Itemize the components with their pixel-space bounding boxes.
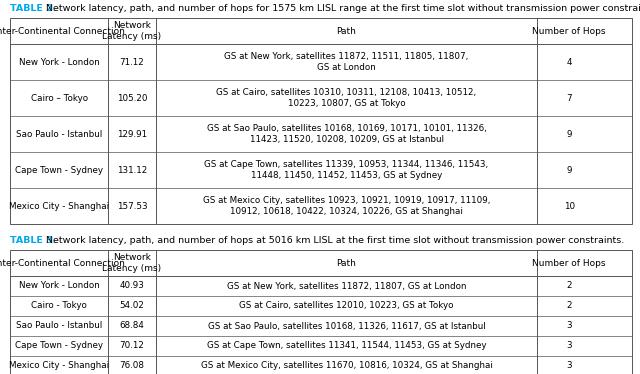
Text: 105.20: 105.20: [116, 94, 147, 102]
Text: 76.08: 76.08: [120, 362, 145, 371]
Text: Mexico City - Shanghai: Mexico City - Shanghai: [9, 362, 109, 371]
Text: Cape Town - Sydney: Cape Town - Sydney: [15, 166, 103, 175]
Text: 70.12: 70.12: [120, 341, 145, 350]
Text: Mexico City - Shanghai: Mexico City - Shanghai: [9, 202, 109, 211]
Text: GS at New York, satellites 11872, 11511, 11805, 11807,
GS at London: GS at New York, satellites 11872, 11511,…: [225, 52, 468, 72]
Text: GS at Cape Town, satellites 11339, 10953, 11344, 11346, 11543,
11448, 11450, 114: GS at Cape Town, satellites 11339, 10953…: [204, 160, 488, 180]
Text: Network
Latency (ms): Network Latency (ms): [102, 253, 161, 273]
Text: Network
Latency (ms): Network Latency (ms): [102, 21, 161, 41]
Text: Sao Paulo - Istanbul: Sao Paulo - Istanbul: [16, 129, 102, 138]
Text: Number of Hops: Number of Hops: [532, 27, 606, 36]
Text: 7: 7: [566, 94, 572, 102]
Text: 2: 2: [566, 301, 572, 310]
Bar: [10, 250, 632, 374]
Text: 71.12: 71.12: [120, 58, 144, 67]
Text: 9: 9: [566, 166, 572, 175]
Text: 131.12: 131.12: [116, 166, 147, 175]
Text: Path: Path: [337, 27, 356, 36]
Text: 3: 3: [566, 341, 572, 350]
Text: New York - London: New York - London: [19, 282, 99, 291]
Text: 3: 3: [566, 362, 572, 371]
Text: Cape Town - Sydney: Cape Town - Sydney: [15, 341, 103, 350]
Text: Network latency, path, and number of hops at 5016 km LISL at the first time slot: Network latency, path, and number of hop…: [40, 236, 624, 245]
Text: Number of Hops: Number of Hops: [532, 258, 606, 267]
Text: GS at Cape Town, satellites 11341, 11544, 11453, GS at Sydney: GS at Cape Town, satellites 11341, 11544…: [207, 341, 486, 350]
Text: GS at Mexico City, satellites 10923, 10921, 10919, 10917, 11109,
10912, 10618, 1: GS at Mexico City, satellites 10923, 109…: [203, 196, 490, 216]
Text: Sao Paulo - Istanbul: Sao Paulo - Istanbul: [16, 322, 102, 331]
Text: 68.84: 68.84: [120, 322, 145, 331]
Text: 10: 10: [564, 202, 575, 211]
Text: 4: 4: [566, 58, 572, 67]
Text: 3: 3: [566, 322, 572, 331]
Text: GS at Sao Paulo, satellites 10168, 11326, 11617, GS at Istanbul: GS at Sao Paulo, satellites 10168, 11326…: [207, 322, 485, 331]
Text: Path: Path: [337, 258, 356, 267]
Bar: [10, 18, 632, 224]
Text: GS at Cairo, satellites 10310, 10311, 12108, 10413, 10512,
10223, 10807, GS at T: GS at Cairo, satellites 10310, 10311, 12…: [216, 88, 477, 108]
Text: GS at Cairo, satellites 12010, 10223, GS at Tokyo: GS at Cairo, satellites 12010, 10223, GS…: [239, 301, 454, 310]
Text: Inter-Continental Connection: Inter-Continental Connection: [0, 27, 125, 36]
Text: GS at Mexico City, satellites 11670, 10816, 10324, GS at Shanghai: GS at Mexico City, satellites 11670, 108…: [200, 362, 492, 371]
Text: GS at Sao Paulo, satellites 10168, 10169, 10171, 10101, 11326,
11423, 11520, 102: GS at Sao Paulo, satellites 10168, 10169…: [207, 124, 486, 144]
Text: TABLE 3.: TABLE 3.: [10, 236, 56, 245]
Text: 54.02: 54.02: [120, 301, 145, 310]
Text: 129.91: 129.91: [117, 129, 147, 138]
Text: TABLE 2.: TABLE 2.: [10, 4, 56, 13]
Text: Cairo – Tokyo: Cairo – Tokyo: [31, 94, 88, 102]
Text: 40.93: 40.93: [120, 282, 145, 291]
Text: 2: 2: [566, 282, 572, 291]
Text: 9: 9: [566, 129, 572, 138]
Text: Cairo - Tokyo: Cairo - Tokyo: [31, 301, 87, 310]
Text: Inter-Continental Connection: Inter-Continental Connection: [0, 258, 125, 267]
Text: Network latency, path, and number of hops for 1575 km LISL range at the first ti: Network latency, path, and number of hop…: [40, 4, 640, 13]
Text: GS at New York, satellites 11872, 11807, GS at London: GS at New York, satellites 11872, 11807,…: [227, 282, 467, 291]
Text: 157.53: 157.53: [116, 202, 147, 211]
Text: New York - London: New York - London: [19, 58, 99, 67]
